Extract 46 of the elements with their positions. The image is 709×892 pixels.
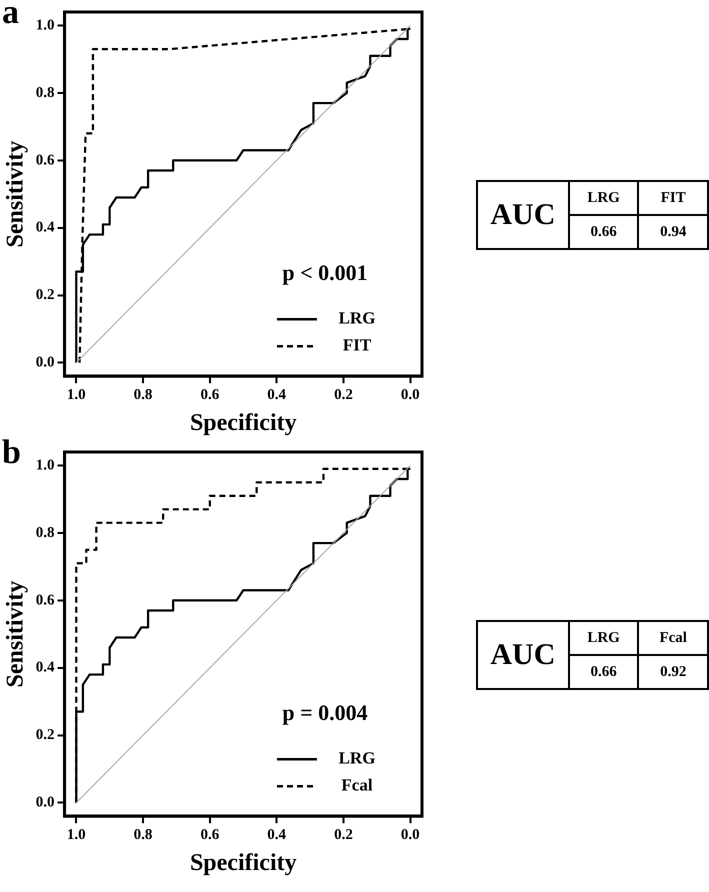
x-tick-label: 1.0: [66, 827, 86, 844]
y-tick-label: 0.4: [36, 220, 56, 236]
text: LRG: [568, 181, 638, 215]
y-tick-label: 0.2: [36, 727, 55, 744]
x-tick-label: 0.2: [334, 827, 353, 844]
text: 0.66: [568, 215, 638, 249]
y-tick-label: 0.8: [36, 84, 55, 101]
y-tick-label: 1.0: [36, 17, 55, 34]
y-tick-label: 0.4: [36, 660, 56, 676]
y-tick-label: 0.6: [36, 152, 56, 168]
text: Fcal: [638, 621, 708, 655]
y-axis-title: Sensitivity: [2, 140, 29, 248]
y-tick-label: 0.2: [36, 287, 55, 304]
x-tick-label: 0.0: [400, 827, 420, 844]
chart-title: a: [2, 0, 19, 32]
x-tick-label: 1.0: [66, 387, 86, 404]
y-tick-label: 0.0: [36, 354, 55, 371]
y-tick-label: 0.0: [36, 794, 55, 811]
text: FIT: [638, 181, 708, 215]
annotation: p = 0.004: [282, 700, 368, 725]
x-tick-label: 0.4: [267, 387, 287, 404]
chart-title: b: [2, 434, 21, 472]
text: 0.92: [638, 655, 708, 689]
text: 0.94: [638, 215, 708, 249]
text: AUC: [477, 181, 569, 249]
text: LRG: [568, 621, 638, 655]
x-tick-label: 0.2: [334, 387, 353, 404]
y-tick-label: 0.6: [36, 592, 56, 608]
x-tick-label: 0.0: [400, 387, 420, 404]
y-tick-label: 1.0: [36, 457, 55, 474]
legend-label: LRG: [338, 308, 376, 328]
text: 0.66: [568, 655, 638, 689]
x-tick-label: 0.8: [134, 827, 152, 844]
text: AUC: [477, 621, 569, 689]
x-axis-title: Specificity: [190, 410, 297, 436]
legend-label: LRG: [338, 748, 376, 768]
x-tick-label: 0.4: [267, 827, 287, 844]
x-tick-label: 0.6: [200, 387, 220, 404]
legend-label: Fcal: [341, 776, 373, 795]
y-axis-title: Sensitivity: [2, 580, 29, 688]
x-axis-title: Specificity: [190, 850, 297, 876]
x-tick-label: 0.8: [134, 387, 152, 404]
legend-label: FIT: [342, 336, 372, 355]
x-tick-label: 0.6: [200, 827, 220, 844]
y-tick-label: 0.8: [36, 524, 55, 541]
annotation: p < 0.001: [282, 260, 368, 285]
